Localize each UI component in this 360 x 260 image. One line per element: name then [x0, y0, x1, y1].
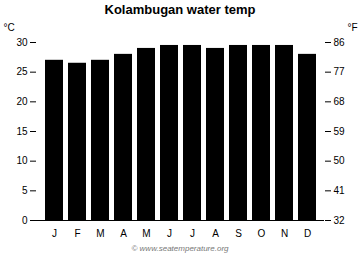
- svg-text:59: 59: [334, 126, 346, 137]
- svg-text:A: A: [120, 228, 127, 239]
- svg-text:N: N: [281, 228, 288, 239]
- html-text:Kolambugan water temp: Kolambugan water temp: [104, 2, 256, 17]
- svg-text:O: O: [258, 228, 266, 239]
- svg-text:30: 30: [16, 37, 28, 48]
- svg-text:J: J: [52, 228, 57, 239]
- svg-text:15: 15: [16, 126, 28, 137]
- svg-text:32: 32: [334, 215, 346, 226]
- svg-text:68: 68: [334, 96, 346, 107]
- svg-text:M: M: [142, 228, 150, 239]
- svg-text:°C: °C: [4, 22, 15, 33]
- svg-text:J: J: [190, 228, 195, 239]
- svg-text:M: M: [96, 228, 104, 239]
- svg-text:25: 25: [16, 66, 28, 77]
- svg-text:F: F: [74, 228, 80, 239]
- svg-text:J: J: [167, 228, 172, 239]
- html-text:© www.seatemperature.org: © www.seatemperature.org: [131, 244, 229, 253]
- svg-text:10: 10: [16, 155, 28, 166]
- svg-text:20: 20: [16, 96, 28, 107]
- svg-text:86: 86: [334, 37, 346, 48]
- svg-text:0: 0: [22, 215, 28, 226]
- svg-text:77: 77: [334, 66, 346, 77]
- svg-text:5: 5: [22, 185, 28, 196]
- svg-text:A: A: [212, 228, 219, 239]
- svg-text:41: 41: [334, 185, 346, 196]
- svg-text:S: S: [235, 228, 242, 239]
- svg-text:50: 50: [334, 155, 346, 166]
- svg-text:°F: °F: [347, 22, 357, 33]
- svg-text:D: D: [304, 228, 311, 239]
